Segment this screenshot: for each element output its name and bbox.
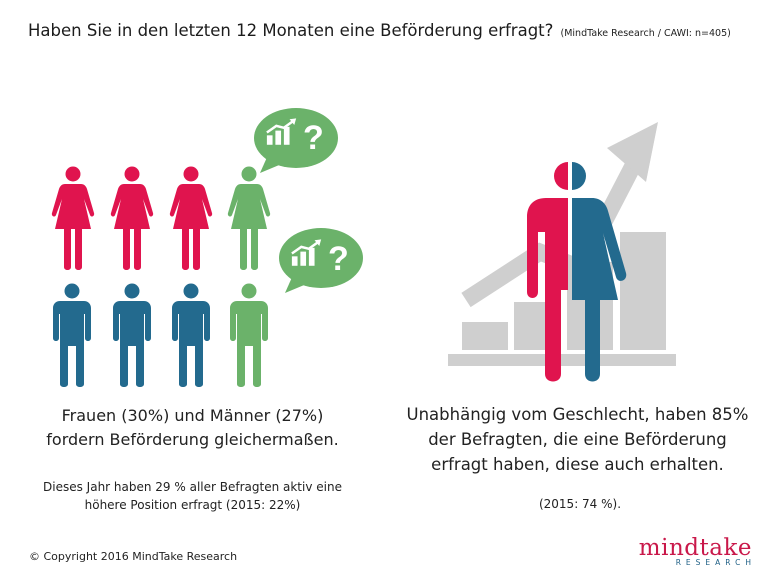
- men-row: [53, 283, 268, 387]
- speech-bubble-icon: [254, 108, 338, 173]
- male-body-half: [527, 198, 568, 382]
- right-headline: Unabhängig vom Geschlecht, haben 85% der…: [385, 402, 770, 477]
- speech-bubble-men: ?: [279, 228, 363, 293]
- mindtake-logo: mindtake RESEARCH: [622, 536, 752, 567]
- left-headline: Frauen (30%) und Männer (27%) fordern Be…: [20, 404, 365, 452]
- question-mark-icon: ?: [303, 119, 324, 157]
- left-note-line: höhere Position erfragt (2015: 22%): [84, 498, 301, 512]
- split-person-icon: [527, 162, 627, 382]
- speech-bubble-icon: [279, 228, 363, 293]
- growth-bar-1: [462, 322, 508, 350]
- female-figure-highlight-icon: [227, 166, 271, 270]
- right-note: (2015: 74 %).: [538, 497, 622, 511]
- survey-question: Haben Sie in den letzten 12 Monaten eine…: [28, 21, 554, 40]
- copyright-text: © Copyright 2016 MindTake Research: [29, 550, 238, 563]
- right-headline-line: der Befragten, die eine Beförderung: [428, 430, 727, 449]
- question-mark-icon: ?: [328, 240, 349, 278]
- male-figure-icon: [113, 283, 151, 387]
- left-note-line: Dieses Jahr haben 29 % aller Befragten a…: [43, 480, 342, 494]
- growth-bar-4: [620, 232, 666, 350]
- survey-source: (MindTake Research / CAWI: n=405): [560, 28, 731, 39]
- logo-wordmark: mindtake: [638, 535, 752, 561]
- male-figure-icon: [172, 283, 210, 387]
- male-figure-icon: [53, 283, 91, 387]
- speech-bubble-women: ?: [254, 108, 338, 173]
- left-headline-line: Frauen (30%) und Männer (27%): [61, 406, 324, 425]
- split-head-female-half: [572, 162, 586, 190]
- left-note: Dieses Jahr haben 29 % aller Befragten a…: [25, 478, 360, 514]
- right-headline-line: erfragt haben, diese auch erhalten.: [431, 455, 724, 474]
- logo-subtitle: RESEARCH: [675, 558, 756, 567]
- rising-arrow-head: [607, 122, 658, 182]
- male-figure-highlight-icon: [230, 283, 268, 387]
- female-figure-icon: [169, 166, 213, 270]
- right-headline-line: Unabhängig vom Geschlecht, haben 85%: [406, 405, 749, 424]
- female-figure-icon: [110, 166, 154, 270]
- left-headline-line: fordern Beförderung gleichermaßen.: [46, 430, 339, 449]
- female-body-half: [572, 198, 627, 382]
- split-head-male-half: [554, 162, 568, 190]
- women-row: [51, 166, 271, 270]
- page-title: Haben Sie in den letzten 12 Monaten eine…: [28, 21, 731, 40]
- female-figure-icon: [51, 166, 95, 270]
- growth-base: [448, 354, 676, 366]
